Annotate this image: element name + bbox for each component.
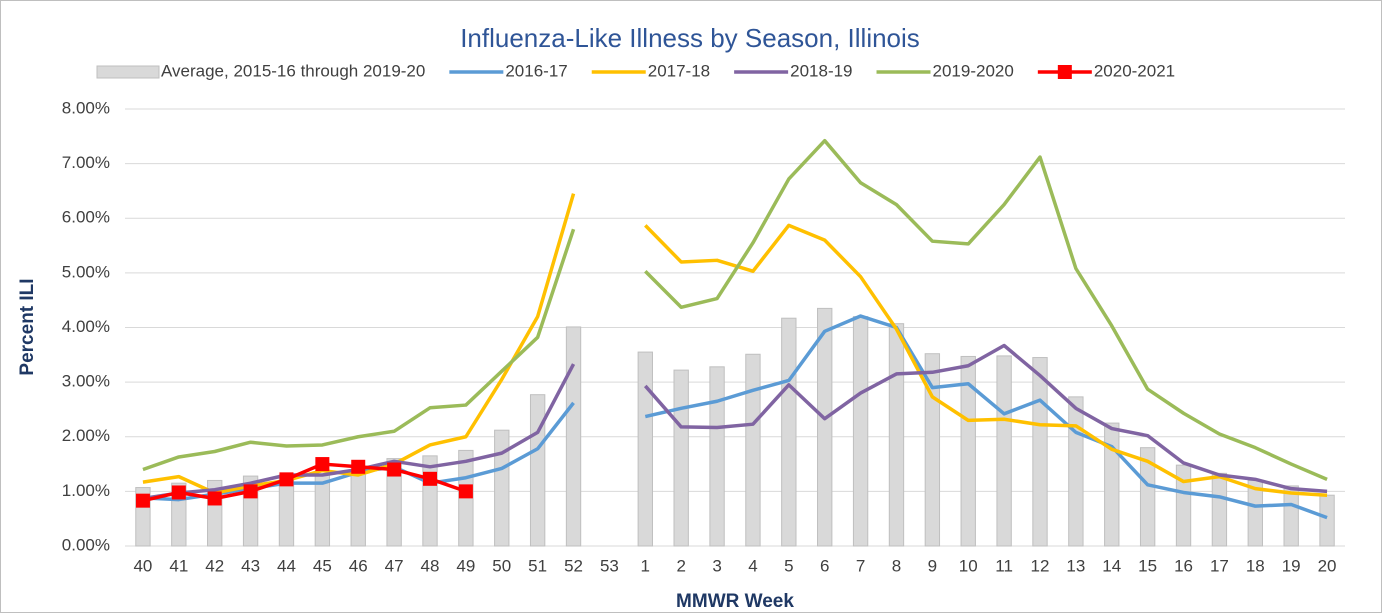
x-tick-label: 8 (892, 556, 901, 575)
x-tick-label: 48 (421, 556, 440, 575)
x-tick-label: 50 (492, 556, 511, 575)
bar (637, 351, 653, 547)
marker (423, 471, 437, 486)
x-tick-label: 43 (241, 556, 260, 575)
bar (1283, 485, 1299, 547)
legend-label: 2017-18 (648, 61, 710, 80)
bar (422, 455, 438, 547)
bar (1319, 494, 1335, 547)
chart-title: Influenza-Like Illness by Season, Illino… (460, 23, 920, 53)
bar (673, 369, 689, 547)
y-tick-label: 2.00% (62, 426, 110, 445)
x-tick-label: 4 (748, 556, 757, 575)
x-tick-label: 44 (277, 556, 296, 575)
x-tick-label: 49 (456, 556, 475, 575)
bar (817, 307, 833, 547)
bar (350, 469, 366, 547)
bar (386, 458, 402, 547)
line (644, 314, 1328, 520)
legend-label: 2019-2020 (933, 61, 1014, 80)
y-tick-label: 8.00% (62, 98, 110, 117)
x-tick-label: 7 (856, 556, 865, 575)
bar (924, 353, 941, 547)
bar (709, 366, 725, 547)
x-tick-label: 47 (385, 556, 404, 575)
bar (1175, 464, 1192, 547)
bar (781, 317, 797, 547)
bar (996, 355, 1012, 547)
bar (1032, 357, 1048, 547)
x-tick-label: 45 (313, 556, 332, 575)
x-tick-label: 13 (1066, 556, 1085, 575)
x-tick-label: 53 (600, 556, 619, 575)
line (644, 138, 1328, 481)
legend-label: 2018-19 (790, 61, 852, 80)
bar (852, 316, 869, 547)
legend-label: Average, 2015-16 through 2019-20 (161, 61, 425, 80)
x-axis-title: MMWR Week (676, 591, 794, 612)
marker (351, 459, 366, 474)
y-tick-label: 6.00% (62, 208, 110, 227)
x-tick-label: 9 (928, 556, 937, 575)
x-tick-label: 41 (169, 556, 188, 575)
legend-label: 2016-17 (505, 61, 567, 80)
legend-label: 2020-2021 (1094, 61, 1175, 80)
marker (387, 462, 402, 477)
x-tick-label: 52 (564, 556, 583, 575)
line (142, 462, 467, 503)
x-tick-label: 46 (349, 556, 368, 575)
x-tick-label: 5 (784, 556, 793, 575)
x-tick-label: 10 (959, 556, 978, 575)
marker (458, 484, 473, 499)
x-tick-label: 2 (676, 556, 685, 575)
y-tick-label: 3.00% (62, 372, 110, 391)
marker (279, 472, 294, 487)
x-tick-label: 3 (712, 556, 721, 575)
y-tick-label: 4.00% (62, 317, 110, 336)
line (142, 228, 576, 472)
y-tick-label: 7.00% (62, 153, 110, 172)
bar (1104, 422, 1120, 547)
x-tick-label: 6 (820, 556, 829, 575)
line (644, 223, 1328, 497)
line (643, 343, 1328, 494)
bar (745, 353, 761, 547)
bar (1068, 396, 1084, 547)
x-tick-label: 17 (1210, 556, 1229, 575)
bar (494, 429, 510, 547)
y-tick-label: 0.00% (62, 535, 110, 554)
marker (207, 491, 222, 506)
legend-marker (1057, 65, 1072, 79)
bar (888, 323, 905, 547)
x-tick-label: 19 (1282, 556, 1301, 575)
x-tick-label: 11 (995, 556, 1013, 575)
marker (135, 493, 150, 508)
x-tick-label: 16 (1174, 556, 1193, 575)
x-tick-label: 20 (1318, 556, 1337, 575)
x-tick-label: 14 (1102, 556, 1121, 575)
marker (243, 484, 258, 499)
x-tick-label: 42 (205, 556, 224, 575)
x-tick-label: 15 (1138, 556, 1157, 575)
x-tick-label: 1 (641, 556, 650, 575)
x-tick-label: 12 (1031, 556, 1050, 575)
marker (171, 485, 186, 500)
bar (1139, 447, 1156, 547)
y-tick-label: 5.00% (62, 262, 110, 281)
y-axis-title: Percent ILI (17, 278, 38, 375)
bar (565, 326, 582, 547)
y-tick-label: 1.00% (62, 481, 110, 500)
bar (529, 394, 546, 547)
x-tick-label: 40 (133, 556, 152, 575)
bar (314, 474, 331, 547)
bar (1211, 472, 1228, 547)
bar (960, 355, 976, 547)
legend-swatch (96, 65, 160, 79)
x-tick-label: 18 (1246, 556, 1265, 575)
marker (315, 457, 330, 472)
x-tick-label: 51 (528, 556, 547, 575)
